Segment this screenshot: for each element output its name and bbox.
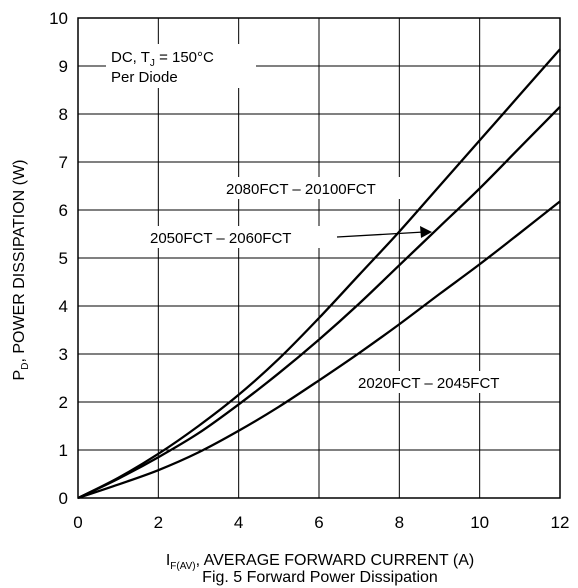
x-tick-label: 2: [154, 513, 163, 532]
y-tick-label: 7: [59, 153, 68, 172]
series-label-arrow-head: [420, 226, 432, 238]
series-label-arrow-line: [336, 231, 425, 238]
series-label-bg-1: [220, 177, 416, 199]
y-tick-label: 0: [59, 489, 68, 508]
figure-caption: Fig. 5 Forward Power Dissipation: [202, 569, 438, 586]
x-tick-label: 6: [314, 513, 323, 532]
y-tick-label: 4: [59, 297, 68, 316]
y-tick-labels: 0 1 2 3 4 5 6 7 8 9 10: [49, 9, 68, 508]
y-tick-label: 5: [59, 249, 68, 268]
x-tick-label: 4: [234, 513, 243, 532]
x-tick-label: 8: [395, 513, 404, 532]
y-tick-label: 3: [59, 345, 68, 364]
y-axis-label: PD, POWER DISSIPATION (W): [11, 160, 31, 381]
condition-box-bg: [106, 44, 256, 88]
series-label-2050-2060: 2050FCT – 2060FCT: [150, 230, 291, 247]
plot-frame: [77, 17, 561, 499]
series-line-2: [77, 105, 561, 500]
y-tick-label: 9: [59, 57, 68, 76]
x-tick-label: 10: [470, 513, 489, 532]
y-tick-label: 8: [59, 105, 68, 124]
x-tick-label: 0: [73, 513, 82, 532]
condition-line-2: Per Diode: [111, 69, 178, 86]
x-tick-label: 12: [551, 513, 570, 532]
series-label-bg-2: [146, 226, 334, 248]
y-tick-label: 1: [59, 441, 68, 460]
y-tick-label: 6: [59, 201, 68, 220]
series-label-bg-3: [354, 371, 544, 393]
y-tick-label: 2: [59, 393, 68, 412]
y-tick-label: 10: [49, 9, 68, 28]
x-axis-label: IF(AV), AVERAGE FORWARD CURRENT (A): [166, 552, 474, 572]
series-line-3: [77, 200, 561, 500]
series-label-2020-2045: 2020FCT – 2045FCT: [358, 375, 499, 392]
condition-line-1: DC, TJ = 150°C: [111, 49, 214, 69]
series-line-1: [77, 48, 561, 500]
series-curves: [77, 48, 561, 500]
x-tick-labels: 0 2 4 6 8 10 12: [73, 513, 569, 532]
series-label-2080-20100: 2080FCT – 20100FCT: [226, 181, 376, 198]
